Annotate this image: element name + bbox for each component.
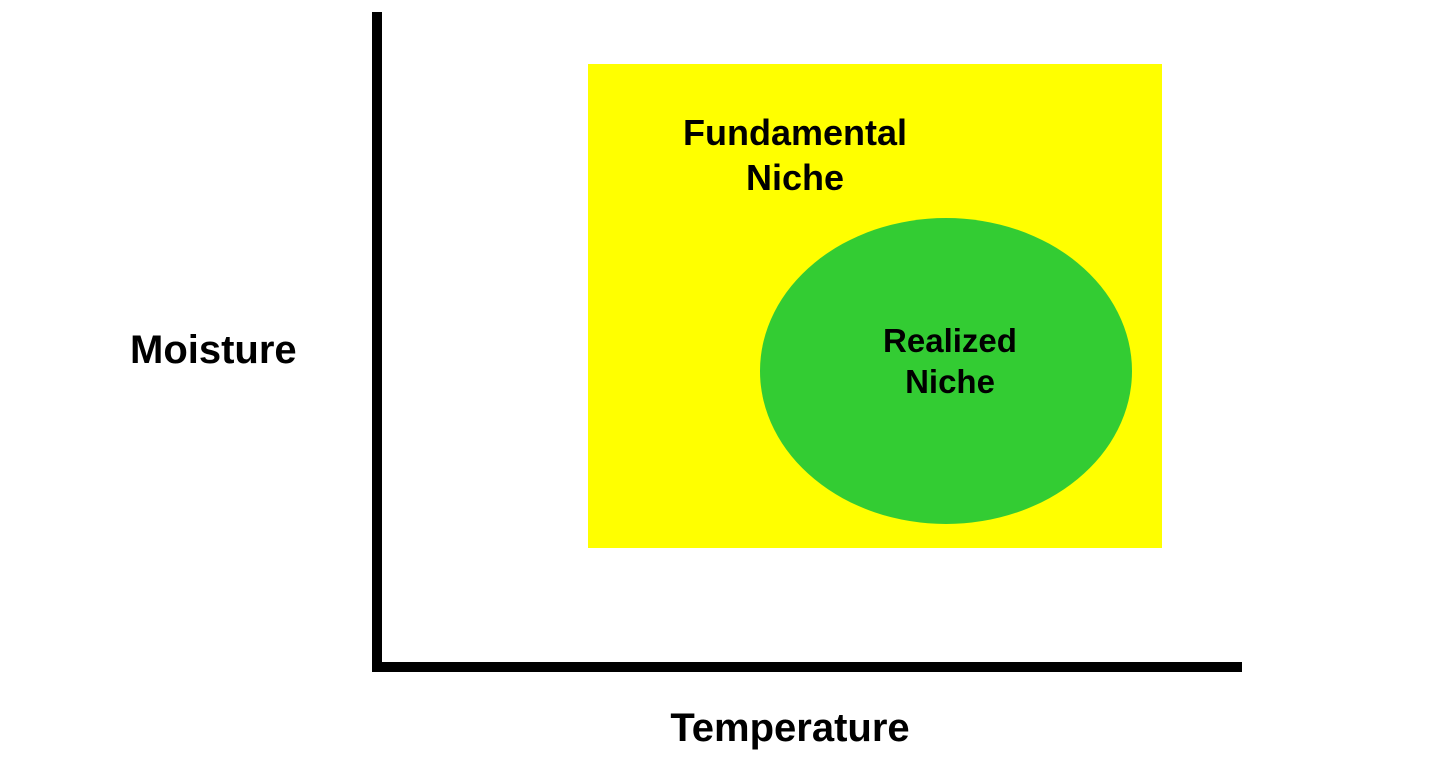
realized-label-line2: Niche (905, 363, 995, 400)
fundamental-niche-label: Fundamental Niche (640, 110, 950, 200)
x-axis-line (372, 662, 1242, 672)
realized-label-line1: Realized (883, 322, 1017, 359)
fundamental-label-line1: Fundamental (683, 112, 907, 153)
niche-diagram: Moisture Fundamental Niche Realized Nich… (0, 0, 1440, 771)
x-axis-label: Temperature (590, 706, 990, 751)
fundamental-label-line2: Niche (746, 157, 844, 198)
realized-niche-label: Realized Niche (830, 320, 1070, 403)
y-axis-line (372, 12, 382, 672)
y-axis-label: Moisture (130, 328, 297, 373)
